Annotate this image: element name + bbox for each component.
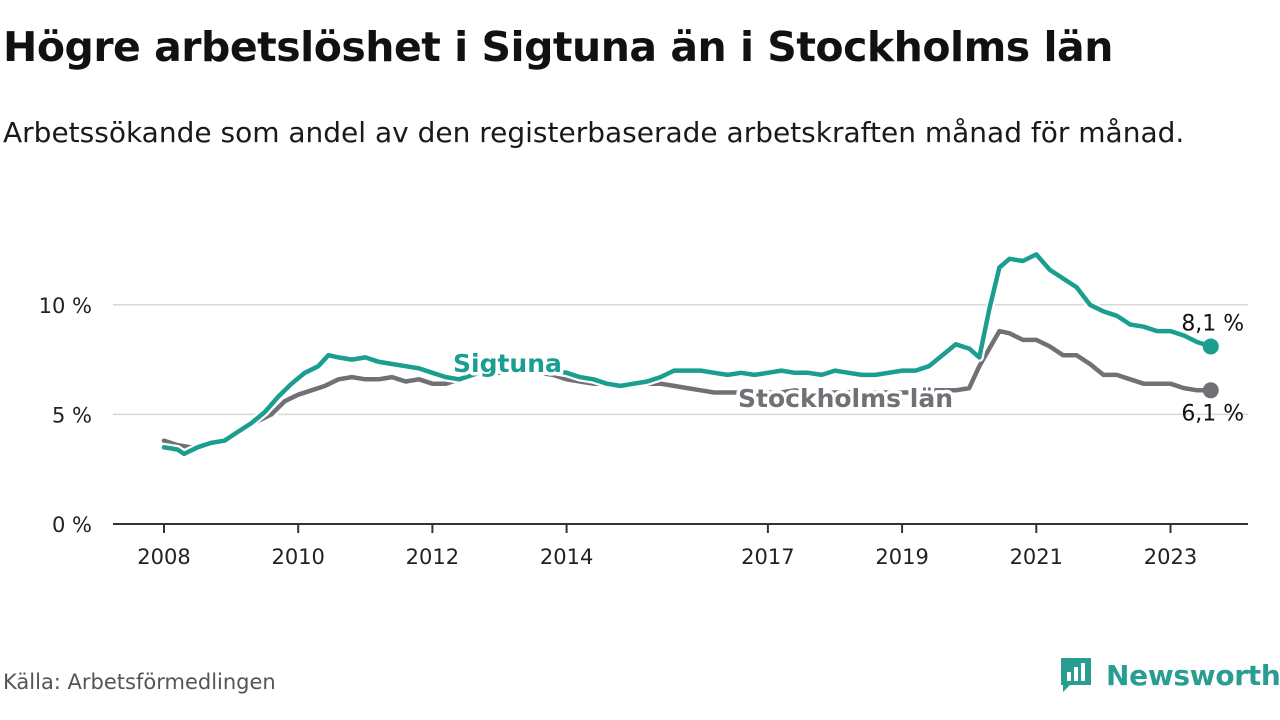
source-note: Källa: Arbetsförmedlingen [3,670,276,694]
x-tick-label: 2014 [540,545,593,569]
x-tick-label: 2019 [875,545,928,569]
series-end-dot [1202,382,1219,399]
series-line-sigtuna [161,252,1214,457]
series-name-label: Sigtuna [453,349,562,378]
x-tick-label: 2021 [1010,545,1063,569]
series-end-label: 6,1 % [1181,401,1244,426]
x-tick-label: 2008 [137,545,190,569]
x-tick-label: 2010 [271,545,324,569]
brand-name: Newsworthy [1106,658,1280,692]
x-axis-ticks: 2008 2010 2012 2014 2017 2019 2021 2023 [137,524,1197,569]
chart-subtitle: Arbetssökande som andel av den registerb… [3,116,1185,149]
x-tick-label: 2012 [406,545,459,569]
series-end-label: 8,1 % [1181,311,1244,336]
series-end-dot [1202,338,1219,355]
gridlines [113,304,1248,416]
brand-logo: Newsworthy [1058,653,1280,697]
series-labels: 6,1 % Stockholms län 8,1 % Sigtuna [450,311,1245,426]
y-tick-label: 5 % [52,403,92,427]
y-tick-label: 10 % [39,294,92,318]
x-tick-label: 2017 [741,545,794,569]
series-lines [159,249,1219,459]
y-axis-ticks: 0 % 5 % 10 % [39,294,92,537]
chart-title: Högre arbetslöshet i Sigtuna än i Stockh… [3,23,1113,71]
series-name-label: Stockholms län [738,384,953,413]
newsworthy-logo-icon [1061,658,1091,692]
x-tick-label: 2023 [1144,545,1197,569]
series-line-stockholm [161,328,1214,450]
y-tick-label: 0 % [52,513,92,537]
